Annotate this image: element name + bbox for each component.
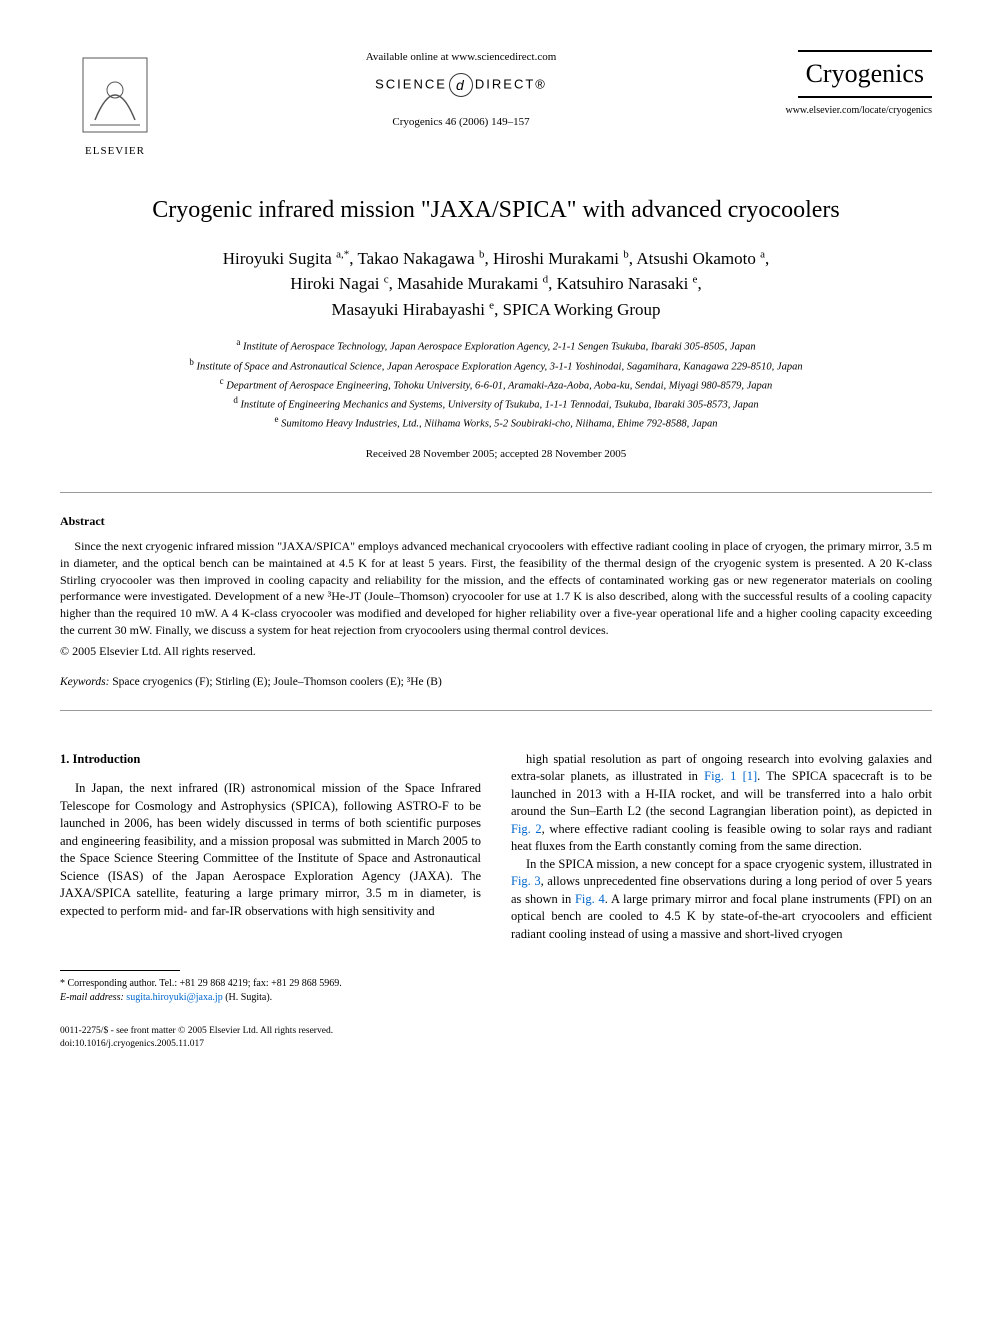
column-right: high spatial resolution as part of ongoi…	[511, 751, 932, 1006]
divider	[60, 492, 932, 493]
journal-url[interactable]: www.elsevier.com/locate/cryogenics	[752, 104, 932, 118]
center-header: Available online at www.sciencedirect.co…	[170, 50, 752, 131]
fig-3-link[interactable]: Fig. 3	[511, 874, 541, 888]
footer-line-1: 0011-2275/$ - see front matter © 2005 El…	[60, 1025, 932, 1038]
journal-title: Cryogenics	[798, 50, 932, 98]
divider-2	[60, 710, 932, 711]
affiliation-a: Institute of Aerospace Technology, Japan…	[243, 342, 756, 353]
abstract-copyright: © 2005 Elsevier Ltd. All rights reserved…	[60, 643, 932, 660]
keywords: Keywords: Space cryogenics (F); Stirling…	[60, 674, 932, 690]
sd-right: DIRECT®	[475, 77, 547, 92]
email-suffix: (H. Sugita).	[223, 992, 272, 1003]
journal-block: Cryogenics www.elsevier.com/locate/cryog…	[752, 50, 932, 118]
author-1: Hiroyuki Sugita	[223, 249, 336, 268]
affiliation-b: Institute of Space and Astronautical Sci…	[197, 361, 803, 372]
fig-4-link[interactable]: Fig. 4	[575, 892, 605, 906]
publisher-name: ELSEVIER	[85, 144, 145, 159]
article-title: Cryogenic infrared mission "JAXA/SPICA" …	[60, 194, 932, 228]
column-left: 1. Introduction In Japan, the next infra…	[60, 751, 481, 1006]
intro-para-1-cont: high spatial resolution as part of ongoi…	[511, 751, 932, 856]
sd-left: SCIENCE	[375, 77, 447, 92]
received-date: Received 28 November 2005; accepted 28 N…	[60, 447, 932, 462]
sd-circle: d	[449, 73, 473, 97]
affiliation-d: Institute of Engineering Mechanics and S…	[240, 400, 758, 411]
intro-para-2: In the SPICA mission, a new concept for …	[511, 856, 932, 944]
author-1-aff: a,*	[336, 248, 349, 260]
keywords-label: Keywords:	[60, 676, 109, 688]
corresponding-footnote: * Corresponding author. Tel.: +81 29 868…	[60, 977, 481, 991]
keywords-text: Space cryogenics (F); Stirling (E); Joul…	[109, 676, 441, 688]
footer-doi: doi:10.1016/j.cryogenics.2005.11.017	[60, 1038, 932, 1051]
available-online: Available online at www.sciencedirect.co…	[170, 50, 752, 65]
science-direct-logo: SCIENCEdDIRECT®	[170, 73, 752, 97]
affiliation-e: Sumitomo Heavy Industries, Ltd., Niihama…	[281, 419, 718, 430]
publisher-block: ELSEVIER	[60, 50, 170, 159]
affiliations: a Institute of Aerospace Technology, Jap…	[60, 336, 932, 432]
citation: Cryogenics 46 (2006) 149–157	[170, 115, 752, 130]
header-bar: ELSEVIER Available online at www.science…	[60, 50, 932, 159]
fig-1-link[interactable]: Fig. 1	[704, 769, 736, 783]
section-heading: 1. Introduction	[60, 751, 481, 769]
abstract-heading: Abstract	[60, 513, 932, 530]
ref-1-link[interactable]: [1]	[736, 769, 757, 783]
footnote-divider	[60, 970, 180, 971]
email-link[interactable]: sugita.hiroyuki@jaxa.jp	[124, 992, 223, 1003]
email-footnote: E-mail address: sugita.hiroyuki@jaxa.jp …	[60, 991, 481, 1005]
fig-2-link[interactable]: Fig. 2	[511, 822, 542, 836]
elsevier-logo	[75, 50, 155, 140]
email-label: E-mail address:	[60, 992, 124, 1003]
footer: 0011-2275/$ - see front matter © 2005 El…	[60, 1025, 932, 1052]
authors: Hiroyuki Sugita a,*, Takao Nakagawa b, H…	[60, 246, 932, 323]
affiliation-c: Department of Aerospace Engineering, Toh…	[226, 380, 772, 391]
abstract-text: Since the next cryogenic infrared missio…	[60, 538, 932, 639]
body-columns: 1. Introduction In Japan, the next infra…	[60, 751, 932, 1006]
intro-para-1: In Japan, the next infrared (IR) astrono…	[60, 780, 481, 920]
